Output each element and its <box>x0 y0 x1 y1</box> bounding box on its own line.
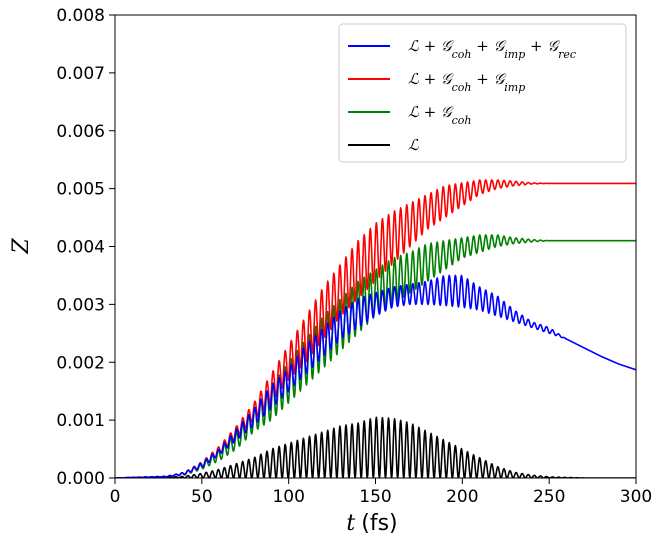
x-tick-label: 150 <box>359 487 391 507</box>
y-tick-label: 0.003 <box>56 295 105 315</box>
y-tick-label: 0.008 <box>56 6 105 26</box>
y-tick-label: 0.005 <box>56 180 105 200</box>
series-line <box>115 234 636 478</box>
y-tick-label: 0.002 <box>56 353 105 373</box>
x-tick-label: 200 <box>446 487 478 507</box>
legend-label: ℒ + 𝒢coh + 𝒢imp <box>408 70 525 94</box>
x-axis-title-var: t <box>346 511 355 536</box>
x-axis-title-unit: (fs) <box>361 511 397 536</box>
x-axis-title: t (fs) <box>346 511 397 536</box>
x-tick-label: 0 <box>110 487 121 507</box>
series-line <box>115 274 636 478</box>
legend-subscript: rec <box>558 48 576 61</box>
legend-label-part: ℒ <box>408 136 420 154</box>
legend-subscript: coh <box>452 81 472 94</box>
y-tick-label: 0.007 <box>56 64 105 84</box>
x-axis: 0 50 100 150 200 250 300 <box>110 478 652 507</box>
legend-label-part: + 𝒢 <box>525 37 560 55</box>
y-axis-title: Z <box>9 238 34 255</box>
legend-label: ℒ + 𝒢coh <box>408 103 471 127</box>
y-axis: 0.000 0.001 0.002 0.003 0.004 0.005 0.006 0.007… <box>56 6 115 489</box>
legend-label: ℒ <box>408 136 420 154</box>
legend-subscript: coh <box>452 48 472 61</box>
x-tick-label: 250 <box>533 487 565 507</box>
legend-subscript: coh <box>452 114 472 127</box>
legend-label: ℒ + 𝒢coh + 𝒢imp + 𝒢rec <box>408 37 576 61</box>
legend-box <box>338 23 627 163</box>
y-tick-label: 0.006 <box>56 122 105 142</box>
x-tick-label: 300 <box>620 487 652 507</box>
legend-label-part: ℒ + 𝒢 <box>408 103 454 121</box>
x-tick-label: 100 <box>272 487 304 507</box>
y-tick-label: 0.000 <box>56 469 105 489</box>
legend-label-part: ℒ + 𝒢 <box>408 70 454 88</box>
y-tick-label: 0.004 <box>56 238 105 258</box>
legend-subscript: imp <box>504 48 525 61</box>
x-tick-label: 50 <box>191 487 213 507</box>
y-tick-label: 0.001 <box>56 411 105 431</box>
legend-label-part: + 𝒢 <box>471 37 506 55</box>
legend-label-part: + 𝒢 <box>471 70 506 88</box>
legend-label-part: ℒ + 𝒢 <box>408 37 454 55</box>
legend-subscript: imp <box>504 81 525 94</box>
